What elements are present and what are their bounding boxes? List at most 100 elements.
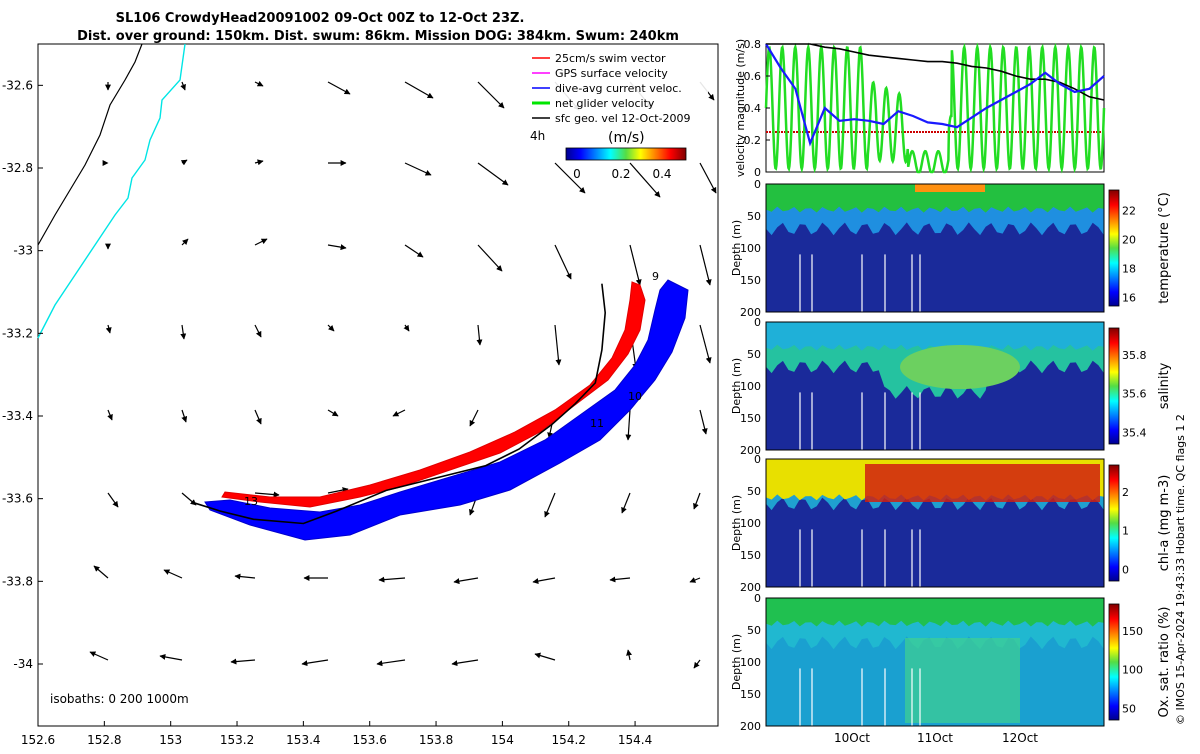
colorbar-tick-label: 35.8 bbox=[1122, 349, 1147, 362]
colorbar-tick-2: 0.4 bbox=[652, 167, 671, 181]
map-x-tick-label: 154.4 bbox=[618, 733, 652, 747]
map-y-axis: -32.6 -32.8 -33 -33.2 -33.4 -33.6 -33.8 -34 bbox=[2, 78, 43, 671]
colorbar-label: Ox. sat. ratio (%) bbox=[1157, 607, 1172, 718]
current-arrows bbox=[89, 80, 717, 669]
current-arrow bbox=[451, 659, 479, 667]
map-y-tick-label: -33 bbox=[13, 244, 33, 258]
colorbar-tick-label: 1 bbox=[1122, 525, 1129, 538]
depth-tick-label: 0 bbox=[754, 592, 761, 605]
current-arrow bbox=[629, 162, 661, 198]
map-x-tick-label: 153.8 bbox=[419, 733, 453, 747]
legend-label: net glider velocity bbox=[555, 97, 655, 110]
map-y-tick-label: -33.2 bbox=[2, 326, 33, 340]
depth-tick-label: 0 bbox=[754, 178, 761, 191]
current-arrow bbox=[469, 409, 479, 427]
section-top-layer bbox=[766, 184, 1104, 213]
depth-tick-label: 50 bbox=[747, 348, 761, 361]
depth-tick-label: 200 bbox=[740, 444, 761, 457]
title-line-1: SL106 CrowdyHead20091002 09-Oct 00Z to 1… bbox=[116, 11, 525, 26]
current-arrow bbox=[327, 81, 351, 95]
current-swath bbox=[204, 279, 689, 541]
velocity-tick-label: 0 bbox=[754, 166, 761, 179]
section-frame bbox=[765, 321, 1105, 451]
depth-tick-label: 100 bbox=[740, 656, 761, 669]
legend-label: dive-avg current veloc. bbox=[555, 82, 682, 95]
depth-tick-label: 200 bbox=[740, 306, 761, 319]
depth-tick-label: 150 bbox=[740, 274, 761, 287]
section-colorbar bbox=[1108, 464, 1120, 582]
current-arrow bbox=[532, 577, 556, 584]
current-arrow bbox=[621, 492, 631, 514]
section-frame bbox=[765, 458, 1105, 588]
depth-axis-label: Depth (m) bbox=[730, 634, 743, 690]
current-arrow bbox=[476, 324, 483, 346]
time-tick-10oct: 10Oct bbox=[834, 731, 870, 745]
current-arrow bbox=[392, 409, 406, 417]
velocity-tick-label: 0.8 bbox=[744, 38, 762, 51]
map-y-tick-label: -33.8 bbox=[2, 574, 33, 588]
depth-tick-label: 150 bbox=[740, 549, 761, 562]
map-x-tick-label: 152.8 bbox=[87, 733, 121, 747]
map-y-tick-label: -33.6 bbox=[2, 492, 33, 506]
current-arrow bbox=[163, 569, 183, 579]
current-arrow bbox=[403, 324, 410, 332]
legend-label: GPS surface velocity bbox=[555, 67, 668, 80]
section-colorbar bbox=[1108, 189, 1120, 307]
current-arrow bbox=[327, 324, 335, 332]
title-line-2: Dist. over ground: 150km. Dist. swum: 86… bbox=[77, 29, 679, 44]
section-colorbar bbox=[1108, 603, 1120, 721]
velocity-y-axis: 0 0.2 0.4 0.6 0.8 bbox=[744, 38, 770, 179]
map-x-tick-label: 154 bbox=[491, 733, 514, 747]
current-arrow bbox=[626, 649, 633, 661]
depth-axis-label: Depth (m) bbox=[730, 220, 743, 276]
current-arrow bbox=[254, 324, 262, 338]
depth-axis-label: Depth (m) bbox=[730, 495, 743, 551]
colorbar-tick-label: 0 bbox=[1122, 563, 1129, 576]
section-frame bbox=[765, 183, 1105, 313]
colorbar-tick-label: 2 bbox=[1122, 486, 1129, 499]
track-label-9: 9 bbox=[652, 270, 659, 283]
map-x-tick-label: 152.6 bbox=[21, 733, 55, 747]
section-colorbar bbox=[1108, 327, 1120, 445]
current-arrow bbox=[254, 409, 262, 425]
depth-tick-label: 150 bbox=[740, 688, 761, 701]
section-frame bbox=[765, 597, 1105, 727]
speed-colorbar bbox=[565, 147, 687, 161]
colorbar-tick-label: 18 bbox=[1122, 262, 1136, 275]
track-label-11: 11 bbox=[590, 417, 604, 430]
legend-note: 4h bbox=[530, 129, 545, 143]
depth-tick-label: 100 bbox=[740, 380, 761, 393]
current-arrow bbox=[693, 659, 701, 669]
current-arrow bbox=[404, 162, 432, 176]
current-arrow bbox=[453, 577, 479, 585]
map-panel: 9 10 11 13 152.6 152.8 153 153.2 153.4 153.6 1… bbox=[2, 43, 719, 747]
legend-row-bg bbox=[522, 49, 708, 64]
legend-label: sfc geo. vel 12-Oct-2009 bbox=[555, 112, 691, 125]
depth-axis-label: Depth (m) bbox=[730, 358, 743, 414]
current-arrow bbox=[254, 159, 264, 166]
section-temperature: 0 50 100 150 200 Depth (m) 16 18 20 22 temperature… bbox=[730, 178, 1172, 319]
current-arrow bbox=[699, 162, 717, 194]
map-x-tick-label: 153 bbox=[159, 733, 182, 747]
colorbar-tick-label: 20 bbox=[1122, 233, 1136, 246]
colorbar-tick-label: 16 bbox=[1122, 291, 1136, 304]
current-arrow bbox=[625, 409, 632, 441]
isobath-0 bbox=[37, 43, 143, 246]
velocity-panel: 0 0.2 0.4 0.6 0.8 velocity magnitude (m/s) bbox=[734, 38, 1106, 179]
current-arrow bbox=[301, 659, 329, 667]
current-arrow bbox=[181, 409, 188, 423]
current-arrow bbox=[327, 409, 339, 417]
legend-row-bg bbox=[522, 94, 708, 109]
track-label-13: 13 bbox=[244, 495, 258, 508]
current-arrow bbox=[180, 81, 186, 91]
geo-velocity-line bbox=[766, 43, 1105, 101]
colorbar-tick-label: 100 bbox=[1122, 664, 1143, 677]
current-arrow bbox=[699, 324, 712, 364]
map-x-tick-label: 153.4 bbox=[286, 733, 320, 747]
current-arrow bbox=[477, 162, 509, 186]
current-arrow bbox=[544, 492, 556, 518]
depth-tick-label: 50 bbox=[747, 210, 761, 223]
map-legend: 25cm/s swim vector GPS surface velocity di… bbox=[522, 49, 708, 181]
